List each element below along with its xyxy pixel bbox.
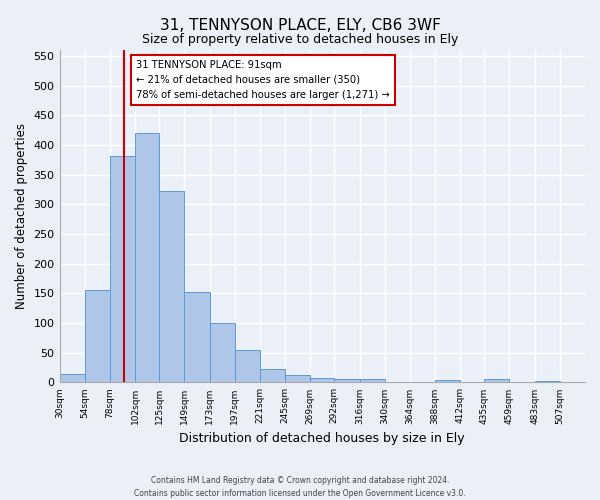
Bar <box>135 132 159 382</box>
Bar <box>110 156 135 382</box>
Bar <box>359 380 385 382</box>
Bar <box>159 192 184 382</box>
Bar <box>184 292 209 382</box>
Text: 31, TENNYSON PLACE, ELY, CB6 3WF: 31, TENNYSON PLACE, ELY, CB6 3WF <box>160 18 440 32</box>
Bar <box>334 379 359 382</box>
Bar <box>59 374 85 382</box>
X-axis label: Distribution of detached houses by size in Ely: Distribution of detached houses by size … <box>179 432 465 445</box>
Bar <box>260 370 285 382</box>
Text: Size of property relative to detached houses in Ely: Size of property relative to detached ho… <box>142 32 458 46</box>
Y-axis label: Number of detached properties: Number of detached properties <box>15 123 28 309</box>
Bar <box>535 380 560 382</box>
Bar <box>235 350 260 382</box>
Bar <box>435 380 460 382</box>
Bar <box>310 378 334 382</box>
Bar <box>285 374 310 382</box>
Bar <box>484 380 509 382</box>
Bar <box>209 323 235 382</box>
Bar <box>85 290 110 382</box>
Text: 31 TENNYSON PLACE: 91sqm
← 21% of detached houses are smaller (350)
78% of semi-: 31 TENNYSON PLACE: 91sqm ← 21% of detach… <box>136 60 390 100</box>
Text: Contains HM Land Registry data © Crown copyright and database right 2024.
Contai: Contains HM Land Registry data © Crown c… <box>134 476 466 498</box>
